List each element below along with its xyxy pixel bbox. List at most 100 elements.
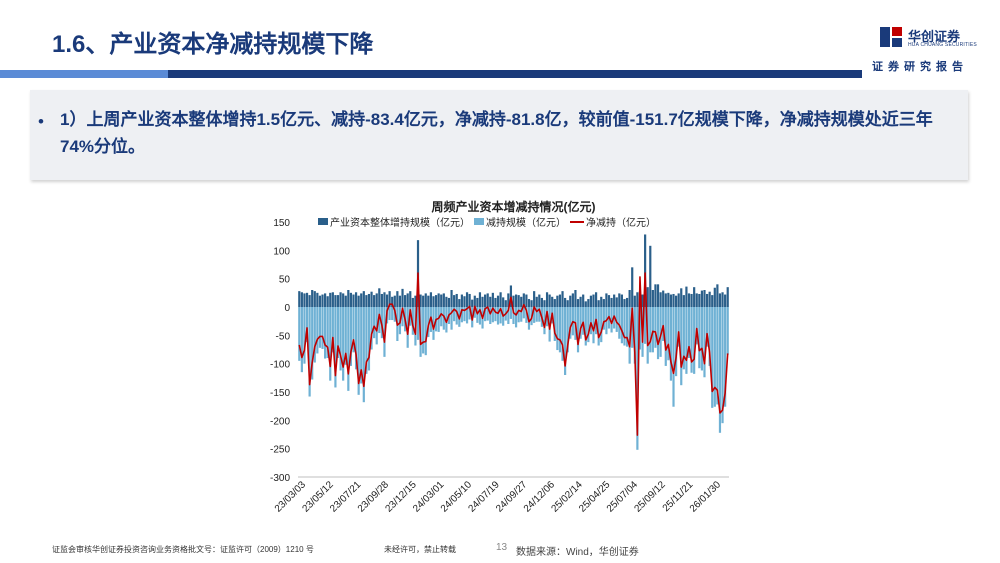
- increase-bar: [334, 295, 337, 307]
- increase-bar: [396, 291, 399, 307]
- increase-bar: [326, 296, 329, 307]
- summary-text: 1）上周产业资本整体增持1.5亿元、减持-83.4亿元，净减持-81.8亿，较前…: [60, 110, 933, 156]
- reduction-bar: [569, 307, 572, 339]
- increase-bar: [429, 292, 433, 307]
- reduction-bar: [489, 307, 492, 324]
- increase-bar: [718, 293, 722, 307]
- increase-bar: [318, 295, 322, 307]
- legend-net-label: 净减持（亿元）: [586, 216, 656, 229]
- increase-bar: [700, 290, 703, 307]
- increase-bar: [597, 300, 600, 307]
- reduction-bar: [620, 307, 623, 344]
- y-tick-label: -300: [270, 473, 290, 484]
- summary-box: [30, 90, 968, 180]
- increase-bar: [613, 294, 616, 307]
- reduction-bar: [468, 307, 471, 320]
- page-title: 1.6、产业资本净减持规模下降: [52, 31, 374, 58]
- increase-bar: [512, 295, 515, 307]
- legend-reduction-label: 减持规模（亿元）: [486, 216, 566, 229]
- data-source: 数据来源：Wind，华创证券: [516, 547, 639, 558]
- increase-bar: [434, 295, 438, 307]
- increase-bar: [367, 293, 371, 307]
- reduction-bar: [656, 307, 660, 360]
- legend-reduction-swatch: [474, 218, 484, 225]
- reduction-bar: [625, 307, 629, 347]
- reduction-bar: [321, 307, 324, 349]
- y-tick-label: -200: [270, 416, 290, 427]
- increase-bar: [383, 292, 386, 307]
- increase-bar: [360, 293, 363, 307]
- increase-bar: [391, 296, 394, 307]
- reduction-bar: [651, 307, 654, 353]
- reduction-bar: [373, 307, 376, 339]
- increase-bar: [496, 295, 500, 307]
- reduction-bar: [445, 307, 448, 333]
- summary-bullet: •: [38, 112, 44, 131]
- reduction-bar: [486, 307, 489, 321]
- reduction-bar: [602, 307, 605, 330]
- increase-bar: [422, 295, 425, 307]
- increase-bar: [380, 293, 383, 307]
- increase-bar: [569, 295, 572, 307]
- increase-bar: [682, 295, 685, 307]
- increase-bar: [419, 294, 422, 307]
- increase-bar: [556, 295, 559, 307]
- reduction-bar: [329, 307, 332, 381]
- reduction-bar: [533, 307, 536, 323]
- increase-bar: [447, 297, 451, 307]
- reduction-bar: [592, 307, 595, 344]
- increase-bar: [494, 297, 497, 307]
- increase-bar: [329, 292, 332, 307]
- reduction-bar: [465, 307, 469, 324]
- increase-bar: [450, 290, 453, 307]
- reduction-bar: [718, 307, 722, 433]
- reduction-bar: [367, 307, 371, 371]
- reduction-bar: [589, 307, 593, 335]
- reduction-bar: [538, 307, 541, 322]
- increase-bar: [478, 292, 482, 307]
- increase-bar: [311, 290, 314, 307]
- increase-bar: [631, 267, 634, 307]
- reduction-bar: [473, 307, 476, 318]
- reduction-bar: [687, 307, 691, 358]
- reduction-bar: [427, 307, 430, 338]
- increase-bar: [324, 293, 327, 307]
- y-tick-label: 150: [273, 218, 290, 229]
- increase-bar: [344, 295, 347, 307]
- reduction-bar: [432, 307, 435, 340]
- reduction-bar: [352, 307, 355, 353]
- increase-bar: [693, 287, 696, 307]
- increase-bar: [576, 299, 580, 307]
- increase-bar: [690, 293, 693, 307]
- reduction-bar: [543, 307, 546, 335]
- increase-bar: [517, 295, 520, 307]
- increase-bar: [473, 295, 476, 307]
- increase-bar: [646, 287, 649, 307]
- increase-bar: [440, 294, 443, 307]
- reduction-bar: [313, 307, 316, 363]
- reduction-bar: [561, 307, 564, 361]
- increase-bar: [491, 292, 494, 307]
- increase-bar: [476, 297, 479, 307]
- reduction-bar: [698, 307, 701, 369]
- reduction-bar: [388, 307, 391, 321]
- reduction-bar: [576, 307, 580, 353]
- reduction-bar: [496, 307, 500, 325]
- increase-bar: [365, 295, 368, 307]
- header-divider-accent: [0, 70, 168, 78]
- increase-bar: [432, 296, 435, 307]
- increase-bar: [600, 296, 603, 307]
- footer-notice: 未经许可，禁止转载: [384, 545, 456, 554]
- report-label: 证券研究报告: [872, 61, 968, 73]
- reduction-bar: [349, 307, 353, 366]
- net-reduction-line: [298, 272, 729, 436]
- reduction-bar: [682, 307, 685, 370]
- increase-bar: [548, 294, 551, 307]
- reduction-bar: [584, 307, 587, 346]
- increase-bar: [659, 292, 662, 307]
- increase-bar: [514, 294, 518, 307]
- reduction-bar: [422, 307, 425, 354]
- reduction-bar: [300, 307, 303, 373]
- reduction-bar: [716, 307, 719, 405]
- increase-bar: [455, 293, 458, 307]
